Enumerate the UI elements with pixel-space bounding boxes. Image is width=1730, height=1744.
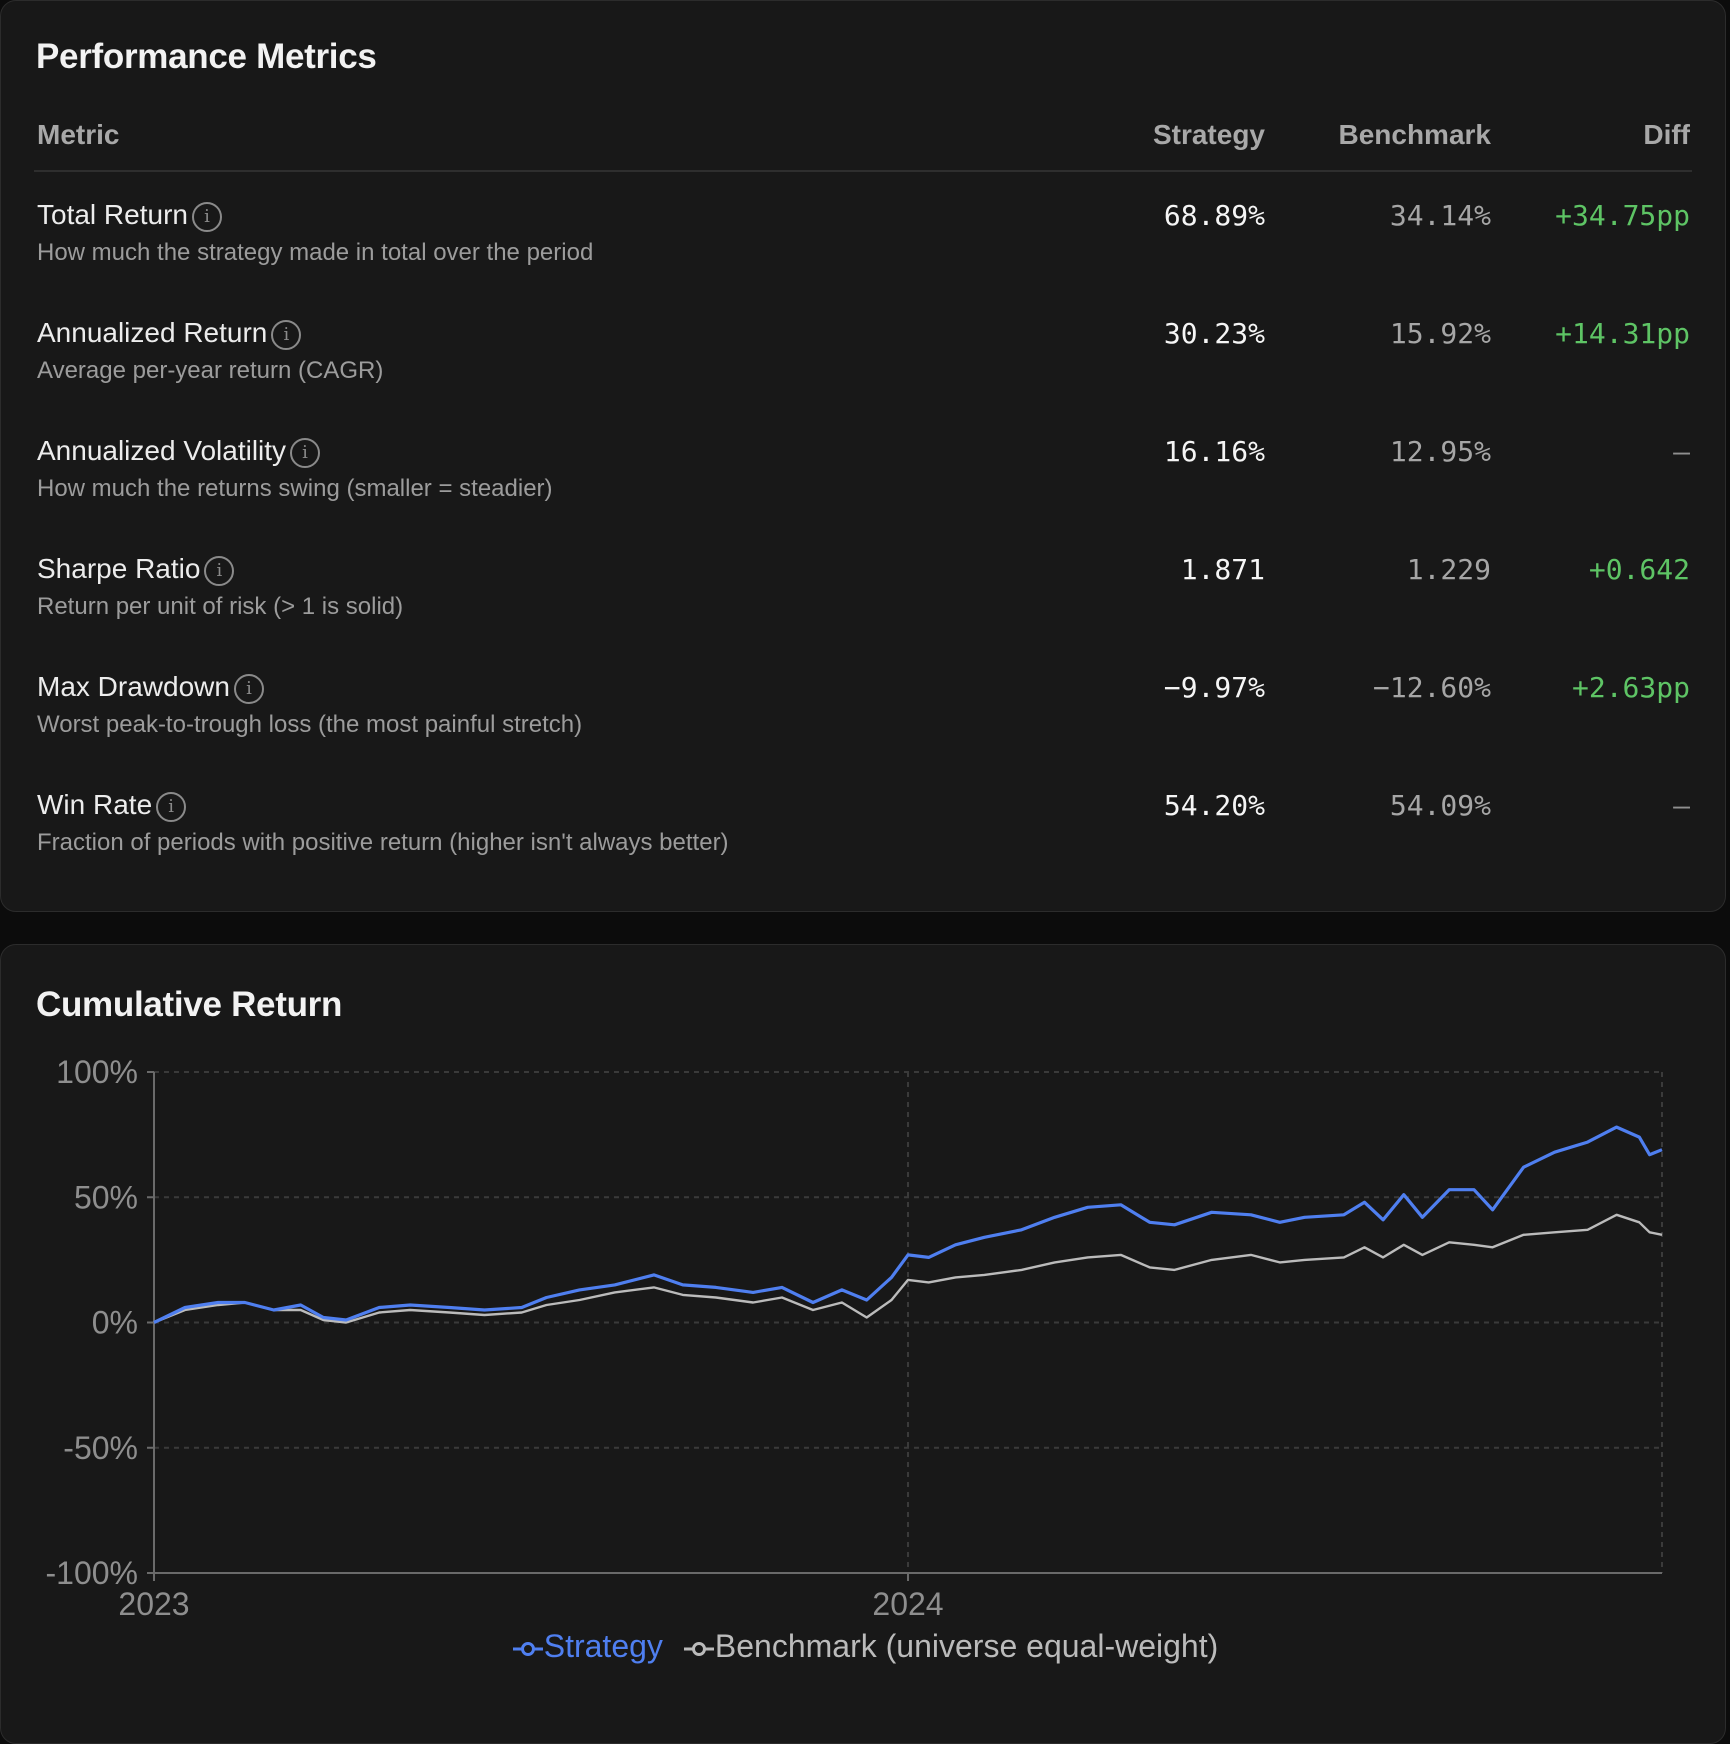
metric-row-annualized-volatility: Annualized Volatility i How much the retu… [1,435,1725,567]
column-header-metric: Metric [37,119,120,150]
diff-value: +14.31pp [1555,317,1690,350]
metric-row-annualized-return: Annualized Return i Average per-year retu… [1,317,1725,449]
metric-name: Win Rate i [37,789,187,822]
info-icon[interactable]: i [156,791,187,822]
metric-description: Average per-year return (CAGR) [37,357,384,384]
diff-value: +0.642 [1588,553,1690,586]
y-tick-label: -50% [63,1430,138,1466]
chart-legend: Strategy Benchmark (universe equal-weight… [0,1628,1730,1665]
metric-description: Return per unit of risk (> 1 is solid) [37,593,404,620]
strategy-value: 54.20% [1163,789,1265,822]
metric-name: Max Drawdown i [37,671,264,704]
info-icon[interactable]: i [290,437,321,468]
metrics-table-header: Metric Strategy Benchmark Diff [1,113,1725,173]
metric-row-sharpe-ratio: Sharpe Ratio i Return per unit of risk (>… [1,553,1725,685]
metric-description: Fraction of periods with positive return… [37,829,729,856]
y-tick-label: 50% [74,1179,138,1215]
benchmark-value: 1.229 [1406,553,1491,586]
column-header-diff: Diff [1643,119,1690,150]
metric-row-max-drawdown: Max Drawdown i Worst peak-to-trough loss … [1,671,1725,803]
metric-label: Annualized Return [37,317,268,348]
strategy-value: 1.871 [1180,553,1265,586]
strategy-value: 30.23% [1163,317,1265,350]
metric-label: Win Rate [37,789,153,820]
y-tick-label: -100% [46,1555,139,1591]
cumulative-return-card: Cumulative Return [0,944,1726,1744]
benchmark-line [153,1213,1663,1324]
legend-line-marker-icon [512,1628,544,1664]
diff-value: +34.75pp [1555,199,1690,232]
performance-metrics-card: Performance Metrics Metric Strategy Benc… [0,0,1726,912]
column-header-strategy: Strategy [1152,119,1265,150]
metric-description: Worst peak-to-trough loss (the most pain… [37,711,583,738]
metric-name: Annualized Volatility i [37,435,321,468]
metric-label: Max Drawdown [37,671,230,702]
metric-label: Total Return [37,199,188,230]
diff-value: — [1673,789,1690,822]
diff-value: +2.63pp [1571,671,1690,704]
metric-label: Annualized Volatility [37,435,287,466]
performance-metrics-title: Performance Metrics [36,37,377,76]
y-tick-label: 100% [56,1054,138,1090]
metric-name: Annualized Return i [37,317,302,350]
diff-value: — [1673,435,1690,468]
strategy-value: 68.89% [1163,199,1265,232]
benchmark-value: −12.60% [1372,671,1491,704]
cumulative-return-title: Cumulative Return [36,985,343,1024]
metric-row-total-return: Total Return i How much the strategy made… [1,199,1725,331]
strategy-value: −9.97% [1163,671,1265,704]
metric-name: Sharpe Ratio i [37,553,235,586]
legend-label: Benchmark (universe equal-weight) [714,1628,1219,1664]
legend-line-marker-icon [683,1628,715,1664]
legend-item[interactable]: Benchmark (universe equal-weight) [683,1628,1218,1664]
info-icon[interactable]: i [204,555,235,586]
x-tick-label: 2023 [118,1586,189,1622]
x-tick-label: 2024 [872,1586,943,1622]
y-tick-label: 0% [92,1305,138,1341]
benchmark-value: 54.09% [1389,789,1491,822]
info-icon[interactable]: i [271,319,302,350]
legend-label: Strategy [543,1628,663,1664]
benchmark-value: 15.92% [1389,317,1491,350]
legend-item[interactable]: Strategy [512,1628,663,1664]
benchmark-value: 12.95% [1389,435,1491,468]
info-icon[interactable]: i [233,673,264,704]
strategy-value: 16.16% [1163,435,1265,468]
metric-label: Sharpe Ratio [37,553,201,584]
info-icon[interactable]: i [191,201,222,232]
strategy-line [153,1125,1663,1324]
header-divider [34,170,1692,172]
metric-description: How much the strategy made in total over… [37,239,594,266]
benchmark-value: 34.14% [1389,199,1491,232]
metric-description: How much the returns swing (smaller = st… [37,475,553,502]
column-header-benchmark: Benchmark [1338,119,1491,150]
metric-row-win-rate: Win Rate i Fraction of periods with posit… [1,789,1725,921]
metric-name: Total Return i [37,199,222,232]
